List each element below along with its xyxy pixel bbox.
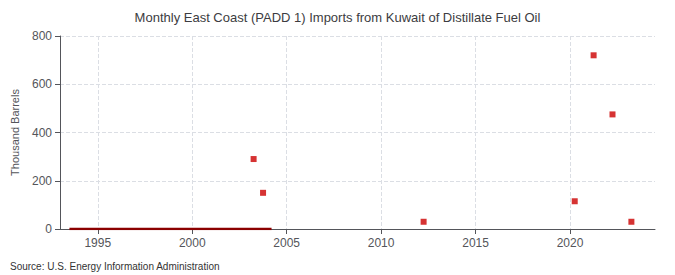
svg-text:Thousand Barrels: Thousand Barrels	[9, 89, 21, 176]
svg-text:1995: 1995	[84, 236, 111, 250]
svg-text:2000: 2000	[179, 236, 206, 250]
svg-text:200: 200	[32, 174, 52, 188]
svg-text:2020: 2020	[557, 236, 584, 250]
svg-text:0: 0	[45, 222, 52, 236]
svg-text:2005: 2005	[273, 236, 300, 250]
svg-text:400: 400	[32, 126, 52, 140]
svg-text:600: 600	[32, 77, 52, 91]
svg-text:Source: U.S. Energy Informatio: Source: U.S. Energy Information Administ…	[10, 261, 220, 272]
svg-text:2010: 2010	[368, 236, 395, 250]
svg-text:800: 800	[32, 29, 52, 43]
svg-text:Monthly East Coast (PADD 1) Im: Monthly East Coast (PADD 1) Imports from…	[135, 10, 541, 25]
svg-text:2015: 2015	[462, 236, 489, 250]
